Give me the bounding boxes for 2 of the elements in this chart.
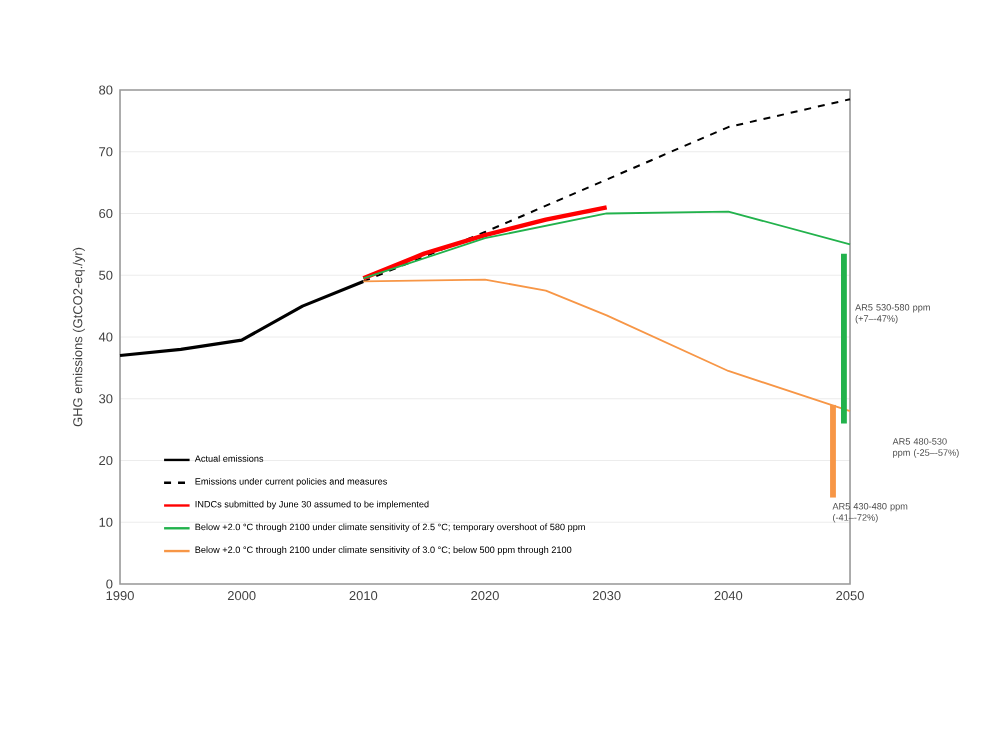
line-series [361,205,609,281]
line-series [362,210,851,280]
